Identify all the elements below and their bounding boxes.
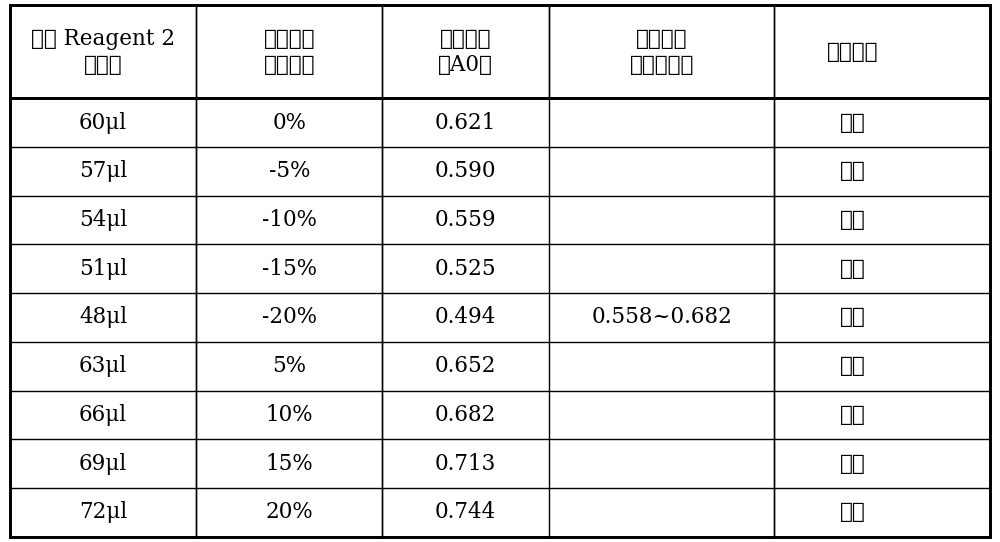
Text: 57μl: 57μl	[79, 160, 127, 183]
Text: 0.744: 0.744	[435, 501, 496, 523]
Text: 0.621: 0.621	[435, 112, 496, 134]
Text: 20%: 20%	[265, 501, 313, 523]
Text: 51μl: 51μl	[79, 258, 127, 280]
Text: 0.559: 0.559	[435, 209, 497, 231]
Text: 过量: 过量	[840, 453, 866, 475]
Text: 72μl: 72μl	[79, 501, 127, 523]
Text: 0.682: 0.682	[435, 404, 496, 426]
Text: 正常: 正常	[840, 404, 866, 426]
Text: -5%: -5%	[269, 160, 310, 183]
Text: 0.558~0.682: 0.558~0.682	[591, 306, 732, 328]
Text: 正常: 正常	[840, 355, 866, 377]
Text: 吸光度判
定阈值范围: 吸光度判 定阈值范围	[630, 28, 694, 75]
Text: 48μl: 48μl	[79, 306, 127, 328]
Text: 正常: 正常	[840, 112, 866, 134]
Text: 0.494: 0.494	[435, 306, 496, 328]
Text: -15%: -15%	[262, 258, 317, 280]
Text: 0%: 0%	[272, 112, 306, 134]
Text: 不足: 不足	[840, 258, 866, 280]
Text: 正常: 正常	[840, 160, 866, 183]
Text: 10%: 10%	[265, 404, 313, 426]
Text: 0.652: 0.652	[435, 355, 496, 377]
Text: 不足: 不足	[840, 306, 866, 328]
Text: 0.713: 0.713	[435, 453, 496, 475]
Text: 测试 Reagent 2
加入量: 测试 Reagent 2 加入量	[31, 28, 175, 75]
Text: 66μl: 66μl	[79, 404, 127, 426]
Text: 15%: 15%	[265, 453, 313, 475]
Text: 0.590: 0.590	[435, 160, 496, 183]
Text: 63μl: 63μl	[79, 355, 127, 377]
Text: 与标准加
液量偏差: 与标准加 液量偏差	[264, 28, 315, 75]
Text: 判定结果: 判定结果	[827, 41, 879, 63]
Text: 69μl: 69μl	[79, 453, 127, 475]
Text: 54μl: 54μl	[79, 209, 127, 231]
Text: 正常: 正常	[840, 209, 866, 231]
Text: 过量: 过量	[840, 501, 866, 523]
Text: 吸光度值
（A0）: 吸光度值 （A0）	[438, 28, 493, 75]
Text: -10%: -10%	[262, 209, 317, 231]
Text: 60μl: 60μl	[79, 112, 127, 134]
Text: 5%: 5%	[272, 355, 306, 377]
Text: 0.525: 0.525	[435, 258, 497, 280]
Text: -20%: -20%	[262, 306, 317, 328]
